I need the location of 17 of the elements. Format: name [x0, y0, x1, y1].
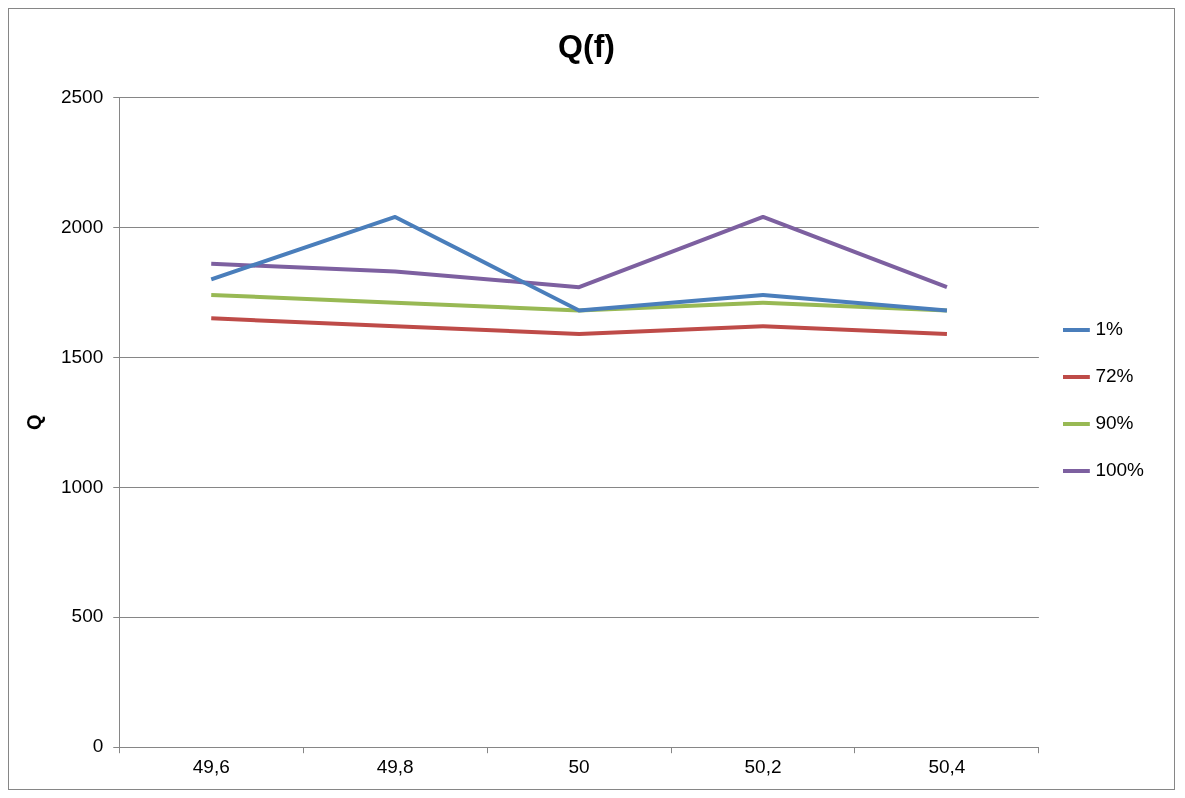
y-axis-title: Q — [22, 414, 45, 431]
x-tick-label: 49,8 — [376, 755, 414, 777]
legend-label: 1% — [1095, 318, 1123, 340]
y-tick-label: 1000 — [60, 475, 104, 497]
x-tick-label: 50 — [568, 755, 590, 777]
y-tick-label: 2500 — [60, 85, 104, 107]
legend-label: 100% — [1095, 459, 1145, 481]
chart-title: Q(f) — [558, 28, 615, 65]
legend-label: 72% — [1095, 365, 1134, 387]
legend-label: 90% — [1095, 412, 1134, 434]
y-tick-label: 2000 — [60, 215, 104, 237]
x-tick-label: 49,6 — [192, 755, 230, 777]
x-tick-label: 50,4 — [928, 755, 966, 777]
y-tick-label: 500 — [71, 605, 104, 627]
y-tick-label: 0 — [92, 735, 104, 757]
x-tick-label: 50,2 — [744, 755, 782, 777]
y-tick-label: 1500 — [60, 345, 104, 367]
